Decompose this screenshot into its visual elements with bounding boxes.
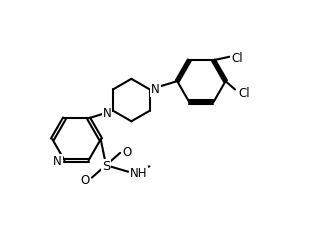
Text: N: N [103,107,112,120]
Text: N: N [53,155,62,168]
Text: O: O [80,174,89,187]
Text: NH: NH [130,167,147,180]
Text: O: O [122,146,132,159]
Text: Cl: Cl [238,87,249,100]
Text: S: S [102,160,110,173]
Text: Cl: Cl [231,52,243,65]
Text: N: N [151,83,160,96]
